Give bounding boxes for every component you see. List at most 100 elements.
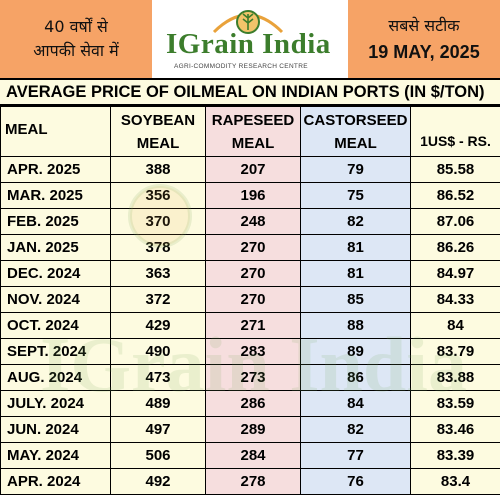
oilmeal-price-table: MEAL SOYBEAN MEAL RAPESEED MEAL CASTORSE… xyxy=(0,106,500,495)
table-row: APR. 2025 388 207 79 85.58 xyxy=(0,156,500,183)
cell-castorseed: 85 xyxy=(300,286,411,313)
col-header-rapeseed-line2: MEAL xyxy=(231,135,275,152)
cell-castorseed: 77 xyxy=(300,442,411,469)
cell-rapeseed: 207 xyxy=(205,156,301,183)
col-header-rapeseed-line1: RAPESEED xyxy=(211,112,295,129)
cell-soybean: 363 xyxy=(110,260,206,287)
cell-rapeseed: 270 xyxy=(205,260,301,287)
cell-soybean: 372 xyxy=(110,286,206,313)
cell-exchange-rate: 84.33 xyxy=(410,286,500,313)
cell-month: DEC. 2024 xyxy=(0,260,111,287)
header-tagline-box: 40 वर्षों से आपकी सेवा में xyxy=(0,0,152,78)
cell-rapeseed: 273 xyxy=(205,364,301,391)
cell-month: MAY. 2024 xyxy=(0,442,111,469)
col-header-soybean: SOYBEAN MEAL xyxy=(110,106,206,157)
table-row: MAY. 2024 506 284 77 83.39 xyxy=(0,442,500,469)
cell-soybean: 370 xyxy=(110,208,206,235)
table-row: SEPT. 2024 490 283 89 83.79 xyxy=(0,338,500,365)
cell-rapeseed: 278 xyxy=(205,468,301,495)
report-date: 19 MAY, 2025 xyxy=(368,42,480,62)
brand-name: IGrain India xyxy=(166,28,331,60)
cell-exchange-rate: 84.97 xyxy=(410,260,500,287)
accuracy-tagline: सबसे सटीक xyxy=(388,16,460,35)
table-row: NOV. 2024 372 270 85 84.33 xyxy=(0,286,500,313)
col-header-soybean-line1: SOYBEAN xyxy=(120,112,196,129)
cell-soybean: 388 xyxy=(110,156,206,183)
cell-soybean: 489 xyxy=(110,390,206,417)
col-header-rapeseed: RAPESEED MEAL xyxy=(205,106,301,157)
table-row: FEB. 2025 370 248 82 87.06 xyxy=(0,208,500,235)
cell-month: JULY. 2024 xyxy=(0,390,111,417)
cell-soybean: 492 xyxy=(110,468,206,495)
cell-month: MAR. 2025 xyxy=(0,182,111,209)
cell-exchange-rate: 84 xyxy=(410,312,500,339)
cell-month: JAN. 2025 xyxy=(0,234,111,261)
cell-soybean: 429 xyxy=(110,312,206,339)
cell-soybean: 497 xyxy=(110,416,206,443)
cell-month: OCT. 2024 xyxy=(0,312,111,339)
cell-rapeseed: 283 xyxy=(205,338,301,365)
cell-castorseed: 88 xyxy=(300,312,411,339)
cell-exchange-rate: 85.58 xyxy=(410,156,500,183)
cell-castorseed: 82 xyxy=(300,416,411,443)
cell-exchange-rate: 83.88 xyxy=(410,364,500,391)
cell-exchange-rate: 83.79 xyxy=(410,338,500,365)
cell-month: AUG. 2024 xyxy=(0,364,111,391)
table-header-row: MEAL SOYBEAN MEAL RAPESEED MEAL CASTORSE… xyxy=(0,106,500,157)
cell-rapeseed: 271 xyxy=(205,312,301,339)
col-header-soybean-line2: MEAL xyxy=(136,135,180,152)
cell-rapeseed: 286 xyxy=(205,390,301,417)
cell-rapeseed: 248 xyxy=(205,208,301,235)
cell-castorseed: 86 xyxy=(300,364,411,391)
cell-castorseed: 89 xyxy=(300,338,411,365)
cell-rapeseed: 196 xyxy=(205,182,301,209)
table-row: JAN. 2025 378 270 81 86.26 xyxy=(0,234,500,261)
header-banner: 40 वर्षों से आपकी सेवा में IGrain India … xyxy=(0,0,500,78)
table-row: OCT. 2024 429 271 88 84 xyxy=(0,312,500,339)
cell-month: SEPT. 2024 xyxy=(0,338,111,365)
tagline-line-2: आपकी सेवा में xyxy=(33,41,119,60)
table-row: JULY. 2024 489 286 84 83.59 xyxy=(0,390,500,417)
cell-castorseed: 82 xyxy=(300,208,411,235)
cell-month: APR. 2025 xyxy=(0,156,111,183)
table-row: AUG. 2024 473 273 86 83.88 xyxy=(0,364,500,391)
tagline-line-1: 40 वर्षों से xyxy=(44,17,108,36)
cell-castorseed: 84 xyxy=(300,390,411,417)
cell-month: FEB. 2025 xyxy=(0,208,111,235)
brand-logo: IGrain India AGRI-COMMODITY RESEARCH CEN… xyxy=(152,0,348,78)
cell-castorseed: 81 xyxy=(300,234,411,261)
table-row: APR. 2024 492 278 76 83.4 xyxy=(0,468,500,495)
cell-rapeseed: 284 xyxy=(205,442,301,469)
cell-castorseed: 75 xyxy=(300,182,411,209)
cell-exchange-rate: 87.06 xyxy=(410,208,500,235)
brand-subtitle: AGRI-COMMODITY RESEARCH CENTRE xyxy=(174,63,308,70)
cell-rapeseed: 270 xyxy=(205,234,301,261)
cell-exchange-rate: 83.46 xyxy=(410,416,500,443)
cell-rapeseed: 289 xyxy=(205,416,301,443)
cell-month: NOV. 2024 xyxy=(0,286,111,313)
col-header-castorseed-line1: CASTORSEED xyxy=(303,112,408,129)
cell-castorseed: 76 xyxy=(300,468,411,495)
cell-month: JUN. 2024 xyxy=(0,416,111,443)
col-header-castorseed: CASTORSEED MEAL xyxy=(300,106,411,157)
cell-castorseed: 79 xyxy=(300,156,411,183)
cell-exchange-rate: 83.59 xyxy=(410,390,500,417)
cell-exchange-rate: 86.52 xyxy=(410,182,500,209)
table-title-text: AVERAGE PRICE OF OILMEAL ON INDIAN PORTS… xyxy=(6,82,485,101)
wheat-logo-icon xyxy=(212,10,284,34)
cell-castorseed: 81 xyxy=(300,260,411,287)
cell-rapeseed: 270 xyxy=(205,286,301,313)
cell-exchange-rate: 86.26 xyxy=(410,234,500,261)
col-header-exchange-rate: 1US$ - RS. xyxy=(410,106,500,157)
cell-month: APR. 2024 xyxy=(0,468,111,495)
cell-exchange-rate: 83.4 xyxy=(410,468,500,495)
header-date-box: सबसे सटीक 19 MAY, 2025 xyxy=(348,0,500,78)
cell-exchange-rate: 83.39 xyxy=(410,442,500,469)
cell-soybean: 506 xyxy=(110,442,206,469)
cell-soybean: 356 xyxy=(110,182,206,209)
table-row: MAR. 2025 356 196 75 86.52 xyxy=(0,182,500,209)
table-row: DEC. 2024 363 270 81 84.97 xyxy=(0,260,500,287)
col-header-meal: MEAL xyxy=(0,106,111,157)
cell-soybean: 490 xyxy=(110,338,206,365)
cell-soybean: 473 xyxy=(110,364,206,391)
